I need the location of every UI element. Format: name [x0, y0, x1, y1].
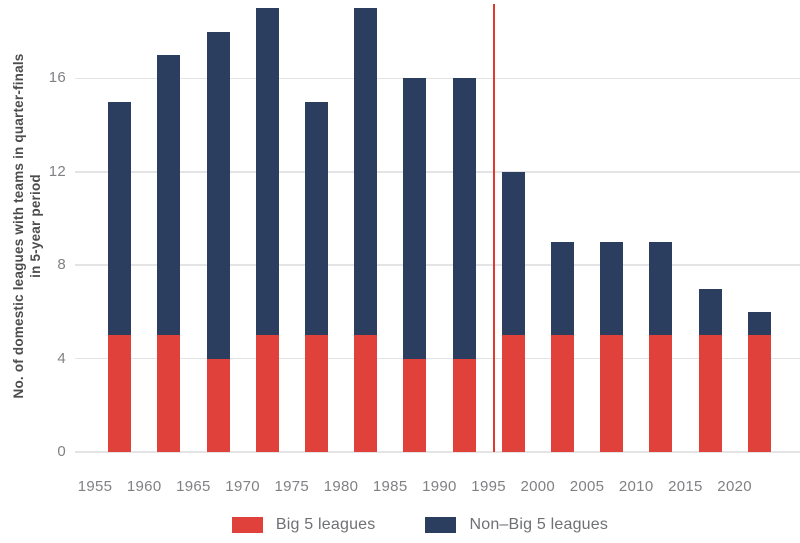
x-tick-label-2010: 2010 [618, 478, 654, 495]
bar-2000-nonbig5 [550, 241, 574, 336]
nonbig5-legend-label: Non–Big 5 leagues [469, 516, 609, 533]
bar-2005-big5 [600, 335, 624, 452]
bar-1965-nonbig5 [206, 31, 230, 359]
y-tick-label-8: 8 [57, 256, 66, 274]
bar-1985-big5 [403, 358, 427, 452]
bar-1980-big5 [354, 335, 378, 452]
bar-1980-nonbig5 [354, 8, 378, 336]
bar-1975-big5 [304, 335, 328, 452]
x-tick-label-1960: 1960 [126, 478, 162, 495]
nonbig5-legend-swatch [425, 517, 457, 533]
y-tick-label-4: 4 [57, 349, 66, 367]
gridline-8 [75, 264, 800, 266]
bar-2015-big5 [698, 335, 722, 452]
bar-1955-nonbig5 [108, 101, 132, 336]
bar-1955-big5 [108, 335, 132, 452]
bar-2015-nonbig5 [698, 288, 722, 336]
gridline-12 [75, 171, 800, 173]
bar-2010-big5 [649, 335, 673, 452]
bar-1995-nonbig5 [501, 171, 525, 336]
bar-1985-nonbig5 [403, 78, 427, 359]
x-tick-label-1970: 1970 [225, 478, 260, 495]
bar-1995-big5 [501, 335, 525, 452]
x-tick-label-1965: 1965 [176, 478, 211, 495]
bar-2005-nonbig5 [600, 241, 624, 336]
x-tick-label-2005: 2005 [569, 478, 605, 495]
big5-legend-label: Big 5 leagues [275, 516, 376, 533]
x-tick-label-1990: 1990 [422, 478, 457, 495]
y-tick-label-16: 16 [48, 69, 66, 87]
bar-1965-big5 [206, 358, 230, 452]
annotation-vline-1995 [493, 4, 496, 452]
x-tick-label-1955: 1955 [77, 478, 113, 495]
y-tick-label-12: 12 [48, 162, 66, 180]
bar-1960-nonbig5 [157, 55, 181, 336]
x-tick-label-1985: 1985 [372, 478, 408, 495]
legend: Big 5 leagues Non–Big 5 leagues [20, 516, 800, 534]
x-tick-label-2015: 2015 [668, 478, 703, 495]
gridline-0 [75, 451, 800, 453]
bar-2010-nonbig5 [649, 241, 673, 336]
bar-1970-nonbig5 [255, 8, 279, 336]
bar-2020-nonbig5 [747, 311, 771, 336]
x-tick-label-2020: 2020 [717, 478, 752, 495]
bar-2020-big5 [747, 335, 771, 452]
x-tick-label-2000: 2000 [520, 478, 556, 495]
x-tick-label-1975: 1975 [274, 478, 310, 495]
bar-1990-nonbig5 [452, 78, 476, 359]
bar-2000-big5 [550, 335, 574, 452]
legend-item-nonbig5: Non–Big 5 leagues [425, 516, 608, 534]
big5-legend-swatch [231, 517, 263, 533]
x-tick-label-1980: 1980 [323, 478, 359, 495]
bar-1990-big5 [452, 358, 476, 452]
y-tick-label-0: 0 [57, 443, 66, 460]
bar-1975-nonbig5 [304, 101, 328, 336]
bar-1960-big5 [157, 335, 181, 452]
x-tick-label-1995: 1995 [471, 478, 506, 495]
legend-item-big5: Big 5 leagues [231, 516, 376, 534]
gridline-16 [75, 77, 800, 80]
bar-1970-big5 [255, 335, 279, 452]
gridline-4 [75, 357, 800, 360]
